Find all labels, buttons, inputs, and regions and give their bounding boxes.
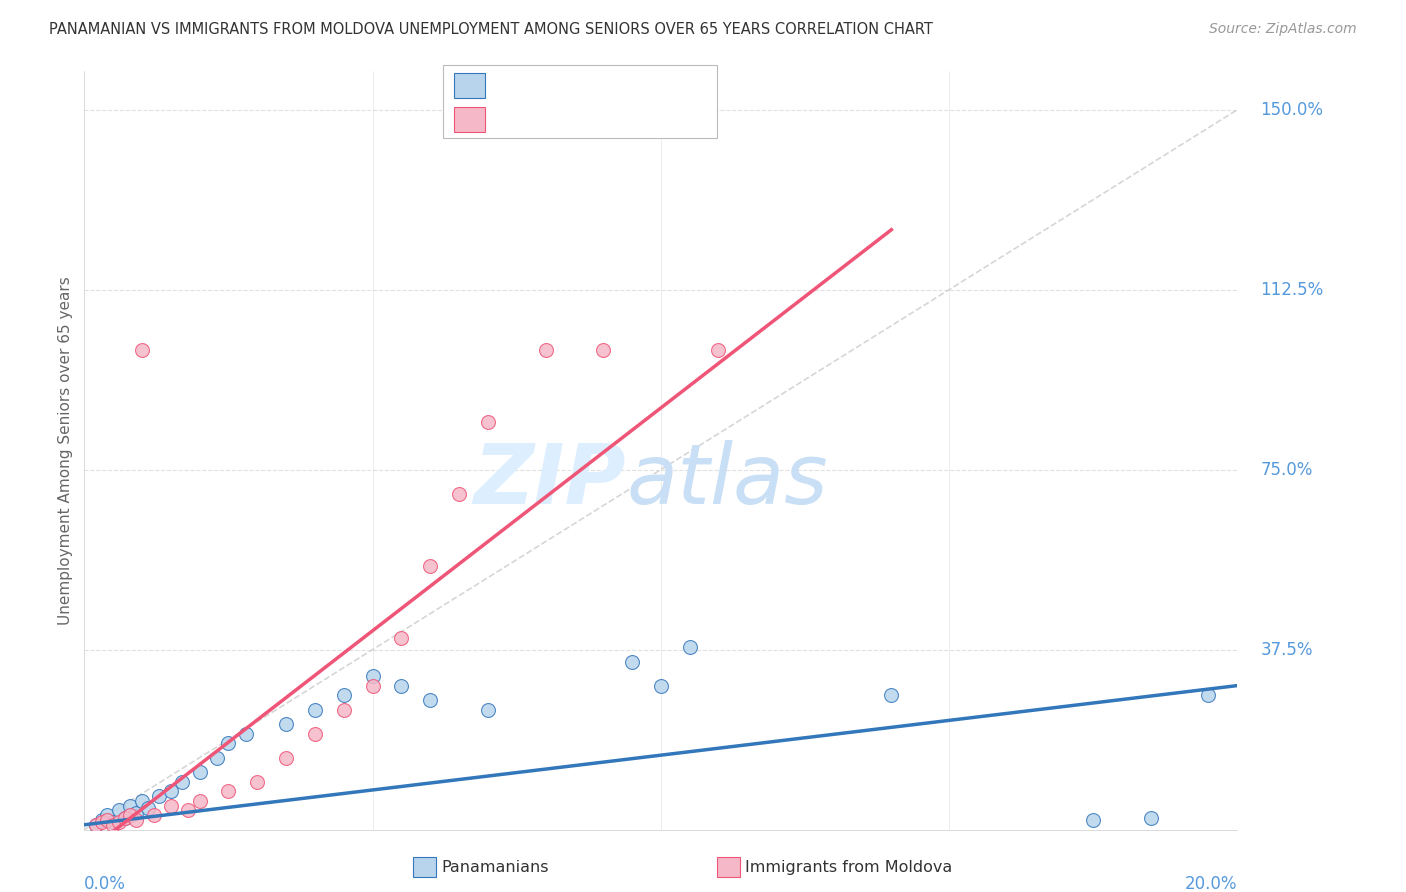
Point: [177, 803, 200, 817]
Point: [1140, 811, 1163, 825]
Point: [90, 815, 112, 830]
Point: [621, 655, 644, 669]
Point: [276, 717, 298, 731]
Text: 112.5%: 112.5%: [1260, 281, 1323, 299]
Point: [103, 815, 124, 830]
Point: [103, 818, 124, 832]
Point: [84, 818, 107, 832]
Text: Panamanians: Panamanians: [441, 860, 548, 874]
Point: [108, 815, 131, 830]
Point: [96, 808, 118, 822]
Text: ZIP: ZIP: [474, 441, 626, 521]
Point: [131, 343, 153, 357]
Point: [131, 794, 153, 808]
Point: [333, 703, 356, 717]
Point: [125, 813, 148, 827]
Point: [114, 811, 136, 825]
Point: [449, 486, 471, 500]
Text: 20.0%: 20.0%: [1185, 875, 1237, 892]
Point: [218, 784, 240, 798]
Point: [96, 813, 118, 827]
Point: [90, 813, 112, 827]
Point: [148, 789, 170, 803]
Text: R = 0.237   N = 31: R = 0.237 N = 31: [494, 78, 645, 93]
Point: [333, 688, 356, 702]
Point: [419, 693, 441, 707]
Point: [114, 811, 136, 825]
Point: [419, 558, 441, 573]
Point: [188, 764, 211, 779]
Point: [218, 736, 240, 750]
Point: [880, 688, 903, 702]
Point: [361, 669, 384, 683]
Point: [707, 343, 730, 357]
Point: [172, 774, 194, 789]
Point: [84, 818, 107, 832]
Text: 75.0%: 75.0%: [1260, 460, 1313, 479]
Point: [391, 679, 413, 693]
Point: [120, 808, 142, 822]
Text: atlas: atlas: [626, 441, 828, 521]
Point: [391, 631, 413, 645]
Point: [304, 703, 326, 717]
Text: R = 0.779   N = 26: R = 0.779 N = 26: [494, 112, 645, 128]
Point: [679, 640, 702, 655]
Point: [160, 798, 183, 813]
Text: PANAMANIAN VS IMMIGRANTS FROM MOLDOVA UNEMPLOYMENT AMONG SENIORS OVER 65 YEARS C: PANAMANIAN VS IMMIGRANTS FROM MOLDOVA UN…: [49, 22, 934, 37]
Point: [650, 679, 672, 693]
Point: [136, 801, 159, 815]
Point: [592, 343, 614, 357]
Text: 0.0%: 0.0%: [84, 875, 127, 892]
Point: [235, 726, 257, 740]
Point: [1083, 813, 1105, 827]
Point: [246, 774, 269, 789]
Point: [534, 343, 557, 357]
Point: [477, 703, 499, 717]
Point: [125, 805, 148, 820]
Text: Source: ZipAtlas.com: Source: ZipAtlas.com: [1209, 22, 1357, 37]
Point: [304, 726, 326, 740]
Text: Immigrants from Moldova: Immigrants from Moldova: [745, 860, 952, 874]
Point: [108, 803, 131, 817]
Text: 37.5%: 37.5%: [1260, 640, 1313, 658]
Text: 150.0%: 150.0%: [1260, 101, 1323, 119]
Point: [205, 750, 228, 764]
Point: [276, 750, 298, 764]
Point: [160, 784, 183, 798]
Point: [361, 679, 384, 693]
Point: [120, 798, 142, 813]
Y-axis label: Unemployment Among Seniors over 65 years: Unemployment Among Seniors over 65 years: [58, 277, 73, 624]
Point: [188, 794, 211, 808]
Point: [142, 808, 165, 822]
Point: [477, 415, 499, 429]
Point: [1198, 688, 1220, 702]
